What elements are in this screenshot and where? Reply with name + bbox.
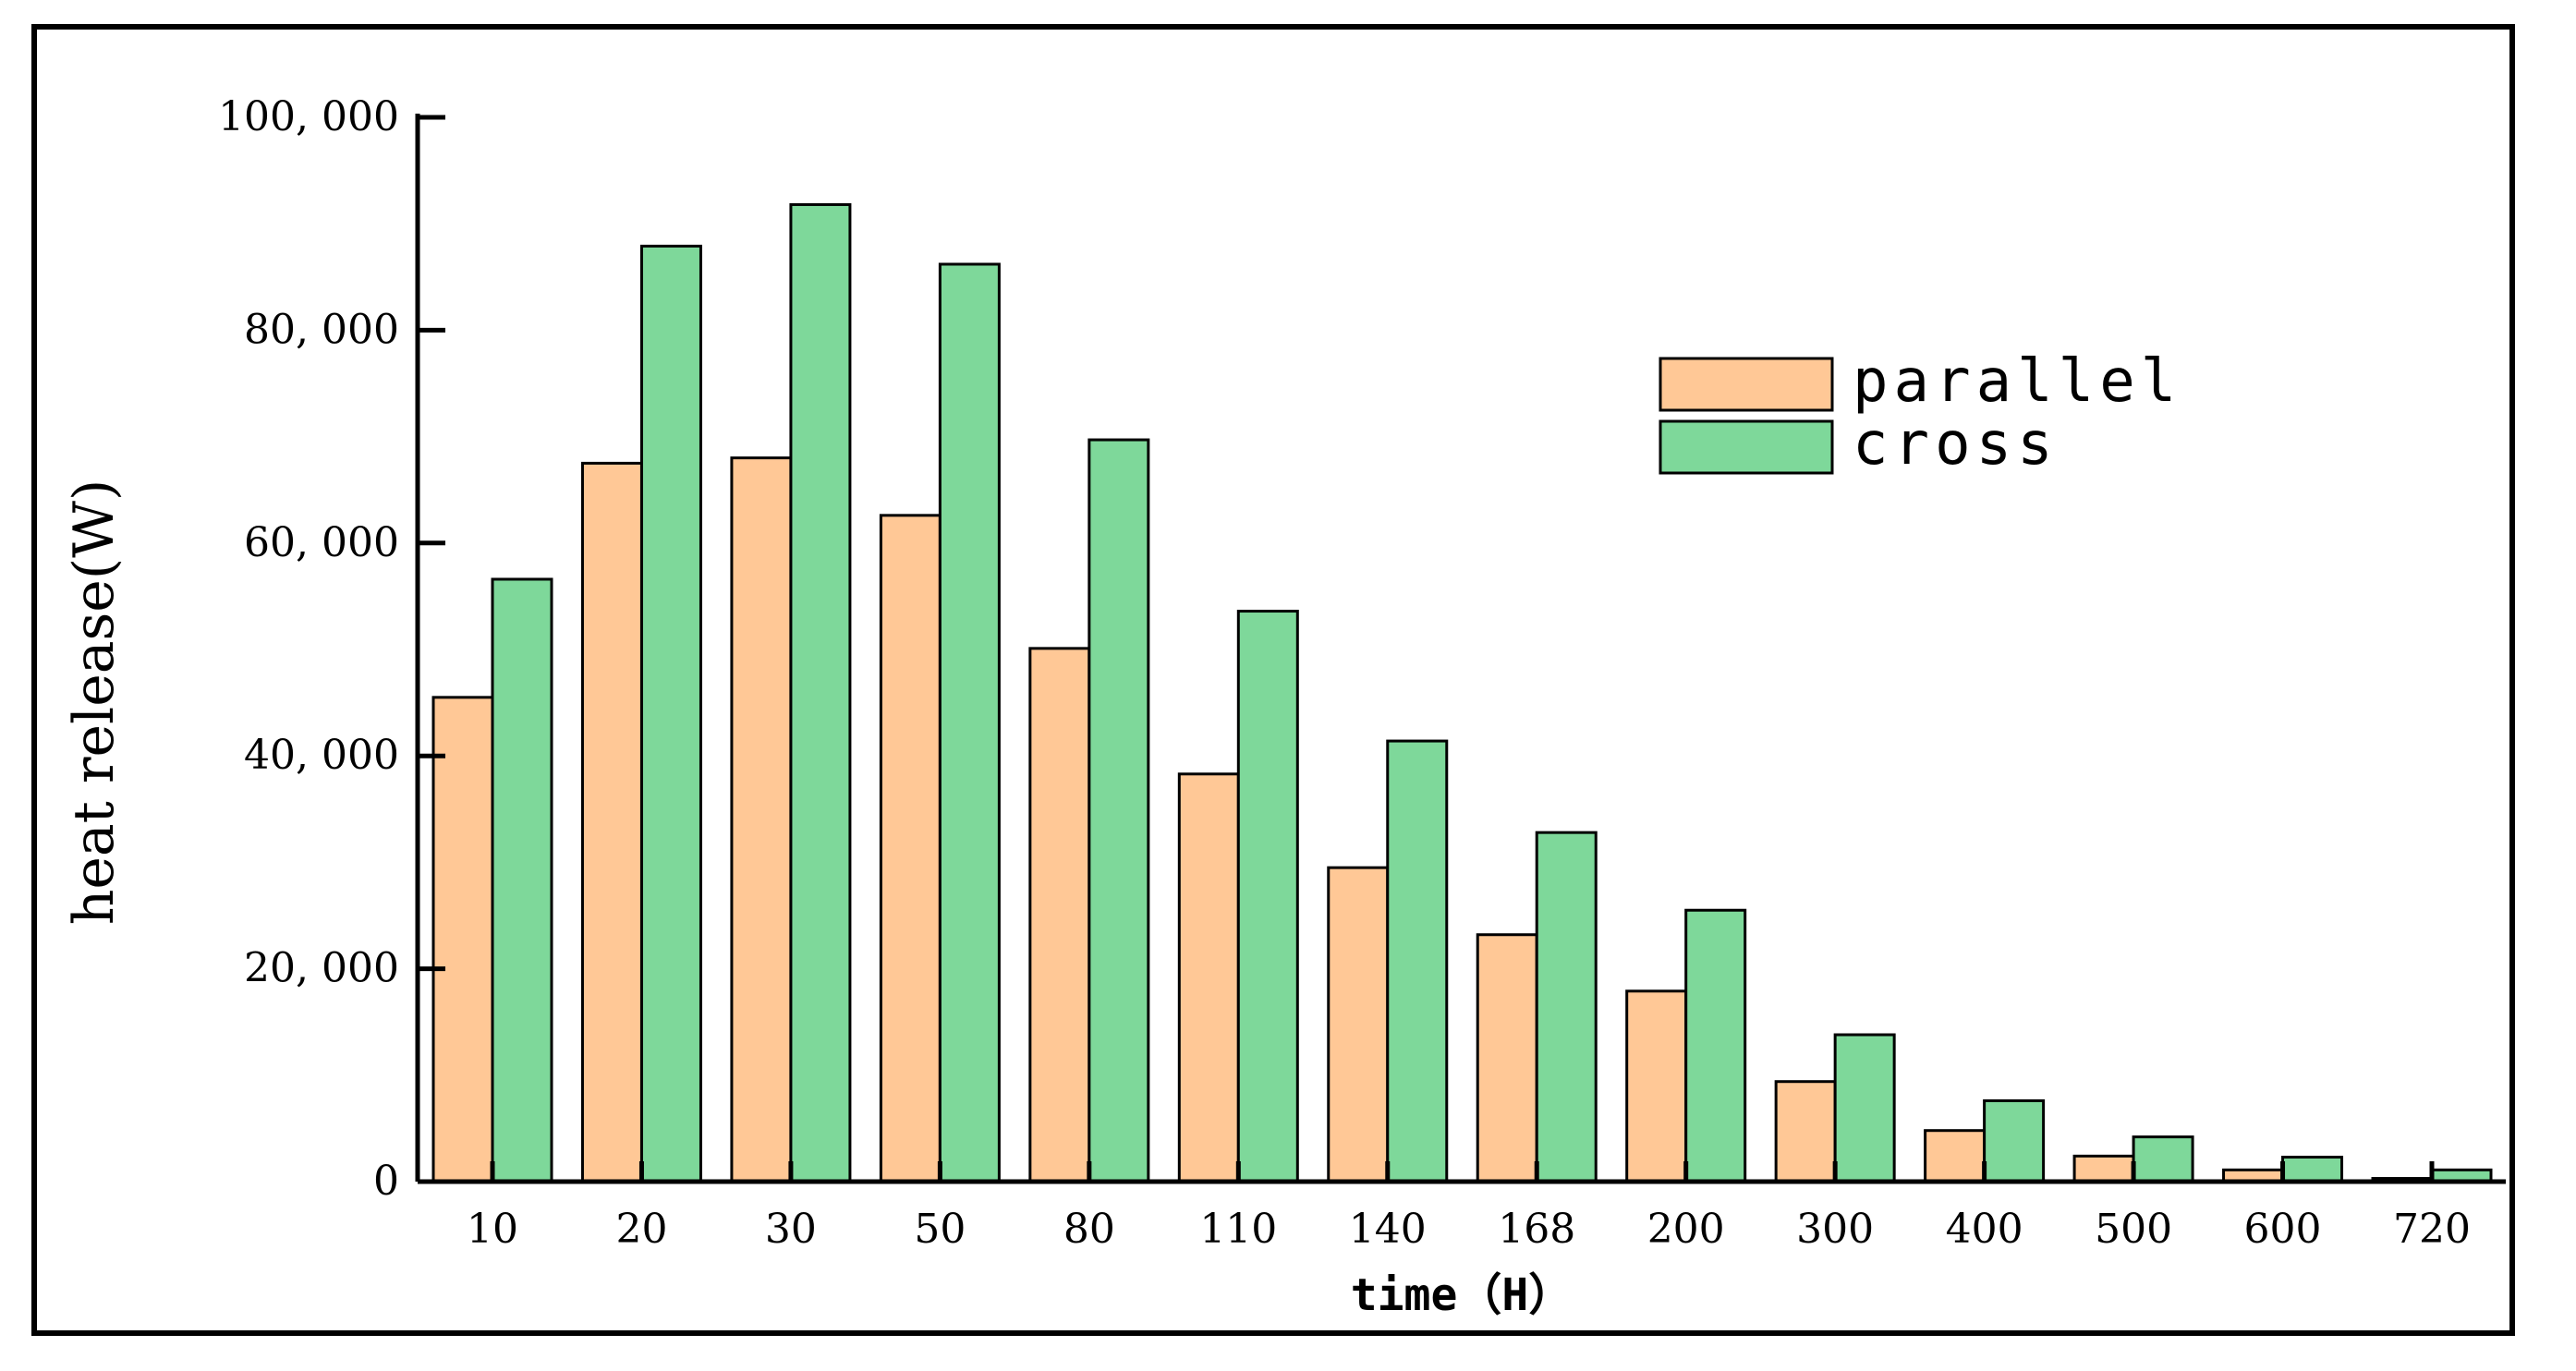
x-axis-label: time（H） [1351, 1269, 1574, 1321]
x-tick-label: 20 [615, 1206, 667, 1253]
y-tick-label: 60, 000 [244, 519, 399, 566]
bar-cross-168 [1535, 831, 1598, 1183]
bar-parallel-140 [1327, 866, 1390, 1183]
y-ticks-group: 0 20, 000 40, 000 60, 000 80, 000 100, 000 [218, 93, 445, 1205]
bar-parallel-500 [2072, 1154, 2135, 1183]
y-tick-label: 20, 000 [244, 945, 399, 992]
bar-cross-140 [1386, 739, 1449, 1183]
bar-parallel-50 [879, 514, 942, 1183]
bar-parallel-300 [1774, 1080, 1837, 1183]
y-tick-label: 100, 000 [218, 93, 399, 140]
bar-cross-300 [1833, 1033, 1896, 1183]
legend-label-parallel: parallel [1853, 347, 2181, 416]
bar-cross-20 [639, 244, 702, 1183]
bar-cross-80 [1088, 438, 1150, 1183]
bar-cross-400 [1983, 1098, 2046, 1183]
bar-parallel-30 [730, 456, 793, 1183]
bar-parallel-80 [1028, 647, 1091, 1183]
bar-parallel-200 [1625, 989, 1688, 1183]
bar-cross-50 [938, 262, 1001, 1183]
bar-parallel-110 [1177, 772, 1240, 1183]
x-tick-label: 30 [765, 1206, 817, 1253]
x-tick-label: 50 [914, 1206, 966, 1253]
x-tick-label: 10 [467, 1206, 518, 1253]
x-tick-label: 200 [1647, 1206, 1725, 1253]
bar-cross-30 [789, 202, 852, 1183]
legend-swatch-cross [1659, 419, 1834, 475]
bar-cross-200 [1684, 908, 1747, 1183]
x-tick-label: 600 [2244, 1206, 2322, 1253]
x-tick-label: 300 [1796, 1206, 1874, 1253]
y-axis-label: heat release(W) [62, 479, 127, 926]
bars-group [431, 202, 2493, 1183]
x-tick-label: 168 [1498, 1206, 1575, 1253]
x-tick-label: 400 [1946, 1206, 2023, 1253]
axes-group [415, 114, 2506, 1184]
legend-label-cross: cross [1853, 410, 2059, 479]
bar-parallel-20 [580, 461, 643, 1183]
x-tick-label: 720 [2393, 1206, 2471, 1253]
bar-parallel-10 [431, 696, 494, 1183]
bar-cross-500 [2132, 1135, 2194, 1183]
bar-cross-600 [2281, 1156, 2344, 1183]
bar-parallel-400 [1924, 1129, 1987, 1183]
y-tick-label: 0 [373, 1158, 399, 1205]
legend-swatch-parallel [1659, 357, 1834, 412]
x-tick-label: 110 [1199, 1206, 1277, 1253]
bar-parallel-168 [1476, 933, 1538, 1183]
x-tick-label: 80 [1063, 1206, 1115, 1253]
x-tick-label: 500 [2095, 1206, 2172, 1253]
bar-cross-10 [491, 577, 553, 1183]
y-tick-label: 40, 000 [244, 732, 399, 779]
y-tick-label: 80, 000 [244, 306, 399, 353]
x-tick-label: 140 [1349, 1206, 1427, 1253]
x-ticks-group: 10 20 30 50 80 110 140 168 200 300 400 500 600 720 [467, 1161, 2471, 1253]
bar-cross-110 [1236, 610, 1299, 1183]
